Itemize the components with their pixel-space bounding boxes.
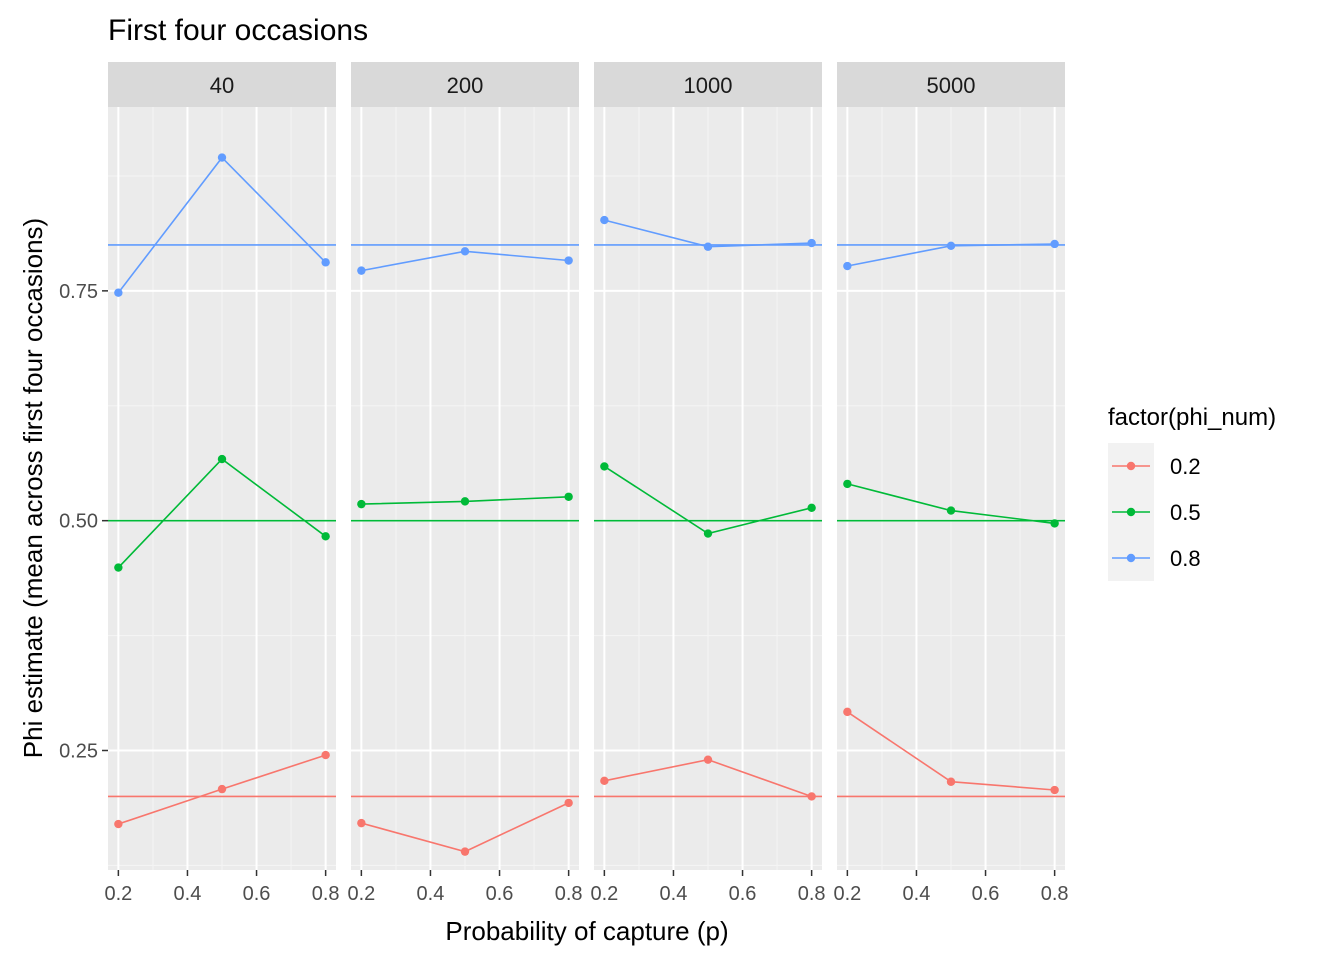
data-point bbox=[357, 818, 366, 828]
x-tick-label: 0.8 bbox=[555, 883, 583, 905]
data-point bbox=[703, 755, 713, 764]
data-point bbox=[946, 241, 956, 251]
facet-strip-label: 200 bbox=[447, 73, 484, 98]
facet-strip-label: 1000 bbox=[684, 73, 733, 98]
y-axis-title: Phi estimate (mean across first four occ… bbox=[18, 218, 48, 758]
x-axis-title: Probability of capture (p) bbox=[445, 916, 728, 946]
x-tick-label: 0.8 bbox=[798, 883, 826, 905]
facet-strip-label: 5000 bbox=[927, 73, 976, 98]
x-tick-label: 0.2 bbox=[104, 883, 132, 905]
data-point bbox=[843, 261, 852, 271]
legend-key-point bbox=[1126, 553, 1136, 563]
data-point bbox=[564, 256, 573, 265]
data-point bbox=[460, 247, 470, 256]
legend-key-point bbox=[1126, 507, 1136, 517]
legend-item-0.2: 0.2 bbox=[1108, 443, 1201, 489]
data-point bbox=[321, 532, 330, 541]
data-point bbox=[807, 238, 816, 248]
x-tick-label: 0.6 bbox=[486, 883, 514, 905]
legend-item-0.8: 0.8 bbox=[1108, 535, 1201, 581]
data-point bbox=[843, 707, 852, 717]
data-point bbox=[1050, 785, 1059, 795]
legend-label: 0.8 bbox=[1170, 546, 1201, 571]
data-point bbox=[114, 288, 123, 297]
legend-title: factor(phi_num) bbox=[1108, 404, 1276, 431]
x-tick-label: 0.2 bbox=[347, 883, 375, 905]
data-point bbox=[946, 506, 956, 515]
data-point bbox=[460, 497, 470, 506]
facet-strip bbox=[594, 62, 822, 107]
data-point bbox=[703, 242, 713, 251]
x-tick-label: 0.2 bbox=[590, 883, 618, 905]
data-point bbox=[357, 266, 366, 275]
data-point bbox=[321, 750, 330, 760]
data-point bbox=[564, 798, 573, 808]
x-tick-label: 0.2 bbox=[833, 883, 861, 905]
facet-strip bbox=[351, 62, 579, 107]
data-point bbox=[357, 499, 366, 509]
x-tick-label: 0.6 bbox=[972, 883, 1000, 905]
facet-panel-40: 40 0.2 0.4 0.6 0.8 0.25 0.50 0.75 bbox=[59, 62, 340, 905]
data-point bbox=[217, 784, 227, 794]
x-tick-label: 0.4 bbox=[903, 883, 931, 905]
data-point bbox=[321, 258, 330, 267]
data-point bbox=[217, 454, 227, 464]
legend: factor(phi_num) 0.2 0.5 0.8 bbox=[1108, 404, 1276, 581]
x-tick-label: 0.6 bbox=[243, 883, 271, 905]
data-point bbox=[217, 153, 227, 162]
data-point bbox=[114, 563, 123, 572]
data-point bbox=[1050, 239, 1059, 249]
x-tick-label: 0.4 bbox=[174, 883, 202, 905]
x-tick-label: 0.8 bbox=[1041, 883, 1069, 905]
data-point bbox=[843, 479, 852, 489]
data-point bbox=[1050, 519, 1059, 528]
data-point bbox=[946, 777, 956, 786]
data-point bbox=[807, 503, 816, 513]
data-point bbox=[807, 792, 816, 801]
facet-panel-200: 200 0.2 0.4 0.6 0.8 bbox=[347, 62, 583, 905]
legend-label: 0.2 bbox=[1170, 454, 1201, 479]
y-tick-label: 0.50 bbox=[59, 511, 98, 533]
legend-item-0.5: 0.5 bbox=[1108, 489, 1201, 535]
x-tick-label: 0.6 bbox=[729, 883, 757, 905]
facet-panels: 40 0.2 0.4 0.6 0.8 0.25 0.50 0.75 200 0.2 0.4 0.6 0.… bbox=[59, 62, 1069, 905]
facet-strip-label: 40 bbox=[210, 73, 234, 98]
facet-strip bbox=[108, 62, 336, 107]
data-point bbox=[600, 776, 609, 786]
data-point bbox=[703, 529, 713, 538]
legend-key-point bbox=[1126, 461, 1136, 471]
data-point bbox=[114, 819, 123, 829]
legend-label: 0.5 bbox=[1170, 500, 1201, 525]
x-tick-label: 0.4 bbox=[660, 883, 688, 905]
data-point bbox=[460, 847, 470, 856]
y-tick-label: 0.25 bbox=[59, 740, 98, 762]
data-point bbox=[564, 492, 573, 501]
data-point bbox=[600, 215, 609, 225]
facet-panel-1000: 1000 0.2 0.4 0.6 0.8 bbox=[590, 62, 826, 905]
y-tick-label: 0.75 bbox=[59, 281, 98, 303]
facet-strip bbox=[837, 62, 1065, 107]
x-tick-label: 0.4 bbox=[417, 883, 445, 905]
x-tick-label: 0.8 bbox=[312, 883, 340, 905]
data-point bbox=[600, 462, 609, 471]
facet-panel-5000: 5000 0.2 0.4 0.6 0.8 bbox=[833, 62, 1069, 905]
chart-title: First four occasions bbox=[108, 14, 368, 47]
